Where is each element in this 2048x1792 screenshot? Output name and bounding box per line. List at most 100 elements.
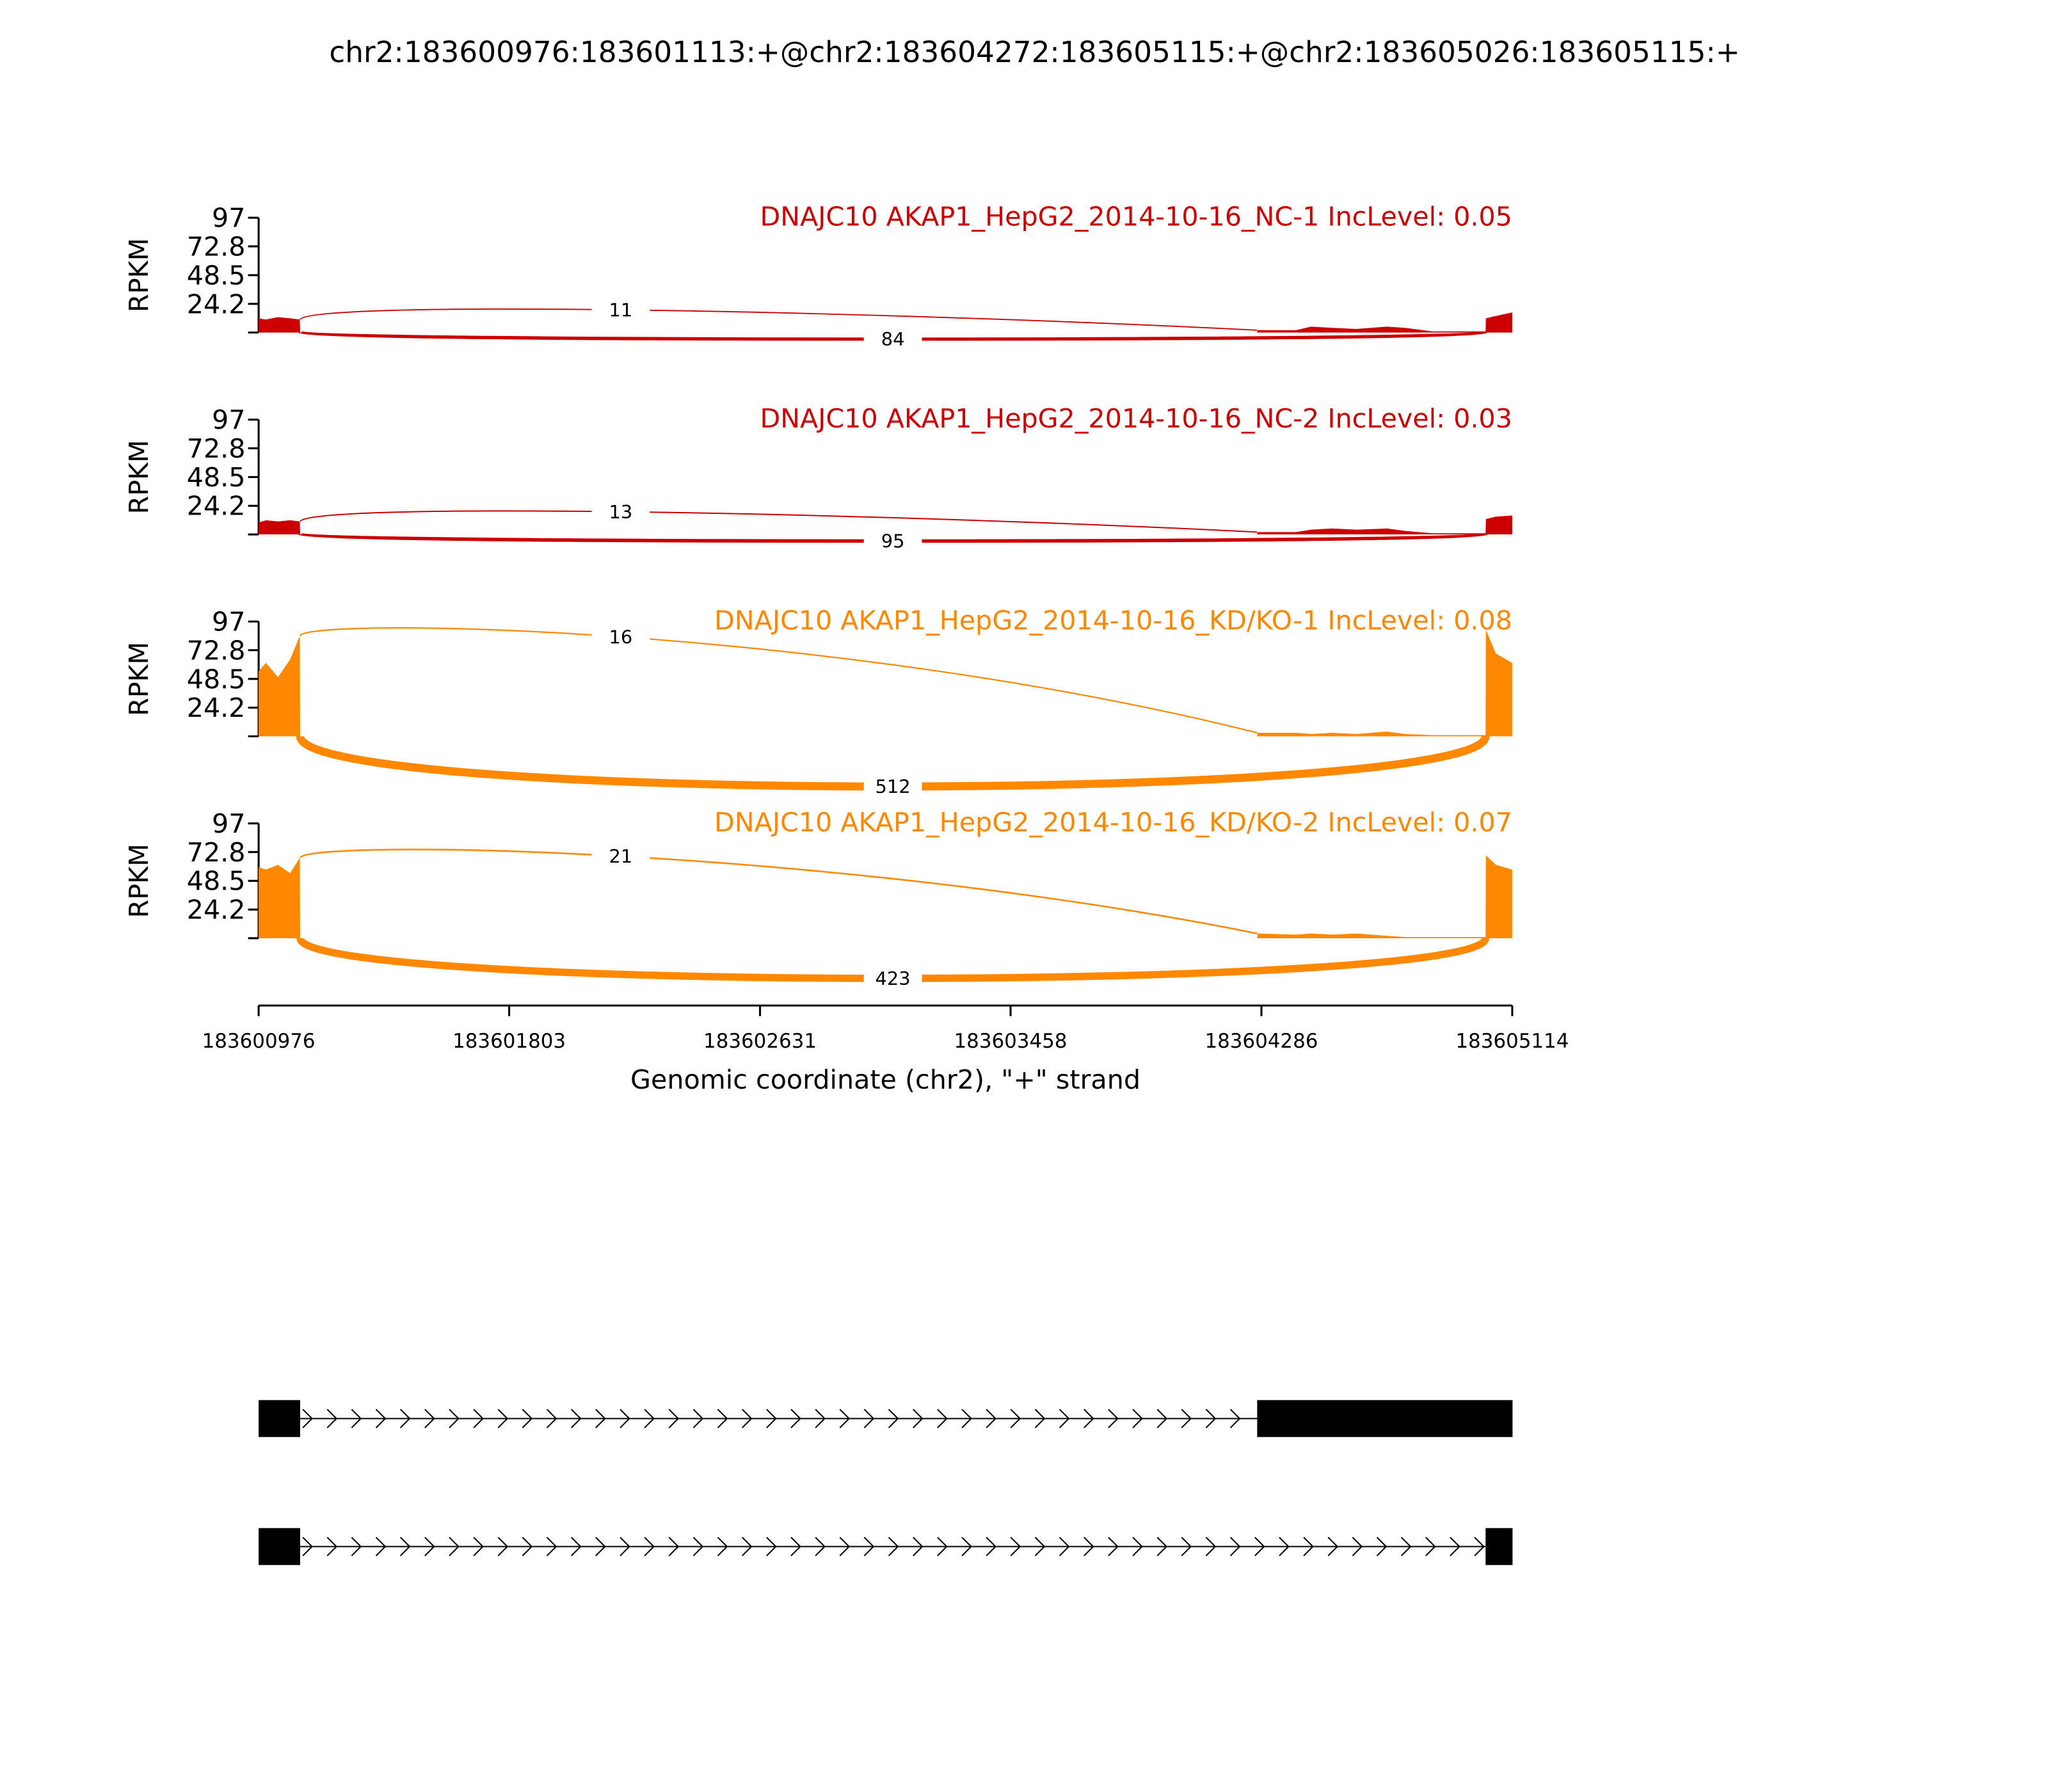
strand-chevron: [522, 1409, 533, 1428]
strand-chevron: [1083, 1409, 1094, 1428]
y-axis-label: RPKM: [124, 642, 154, 716]
strand-chevron: [741, 1537, 753, 1556]
junction-label-bg: [591, 500, 650, 524]
strand-chevron: [326, 1409, 338, 1428]
y-tick-label: 48.5: [187, 462, 246, 493]
junction-label: 13: [609, 501, 633, 523]
y-tick-label: 97: [212, 404, 245, 435]
strand-chevron: [473, 1409, 484, 1428]
strand-chevron: [399, 1537, 411, 1556]
strand-chevron: [570, 1537, 582, 1556]
strand-chevron: [766, 1409, 777, 1428]
y-tick-label: 48.5: [187, 260, 246, 291]
exon: [1485, 1528, 1513, 1565]
strand-chevron: [1181, 1537, 1192, 1556]
strand-chevron: [302, 1409, 313, 1428]
x-tick-label: 183605114: [1455, 1030, 1569, 1053]
panel-title: DNAJC10 AKAP1_HepG2_2014-10-16_KD/KO-2 I…: [714, 807, 1512, 838]
figure-title: chr2:183600976:183601113:+@chr2:18360427…: [329, 35, 1740, 69]
strand-chevron: [424, 1409, 435, 1428]
junction-label-bg: [863, 774, 922, 799]
junction-label-bg: [863, 327, 922, 351]
strand-chevron: [961, 1537, 972, 1556]
strand-chevron: [1254, 1537, 1265, 1556]
y-tick-label: 72.8: [187, 837, 246, 868]
junction-label-bg: [591, 844, 650, 868]
strand-chevron: [1059, 1537, 1070, 1556]
y-axis-label: RPKM: [124, 238, 154, 312]
strand-chevron: [1010, 1409, 1021, 1428]
strand-chevron: [1034, 1409, 1046, 1428]
strand-chevron: [692, 1409, 704, 1428]
panel-title: DNAJC10 AKAP1_HepG2_2014-10-16_NC-1 IncL…: [760, 202, 1512, 232]
strand-chevron: [986, 1409, 997, 1428]
junction-label-bg: [863, 529, 922, 553]
strand-chevron: [1450, 1537, 1460, 1556]
strand-chevron: [449, 1537, 460, 1556]
strand-chevron: [497, 1537, 509, 1556]
strand-chevron: [668, 1409, 680, 1428]
strand-chevron: [644, 1409, 655, 1428]
panel-title: DNAJC10 AKAP1_HepG2_2014-10-16_NC-2 IncL…: [760, 403, 1512, 434]
strand-chevron: [497, 1409, 509, 1428]
strand-chevron: [326, 1537, 338, 1556]
strand-chevron: [863, 1537, 875, 1556]
strand-chevron: [741, 1409, 753, 1428]
x-tick-label: 183603458: [954, 1030, 1068, 1053]
strand-chevron: [668, 1537, 680, 1556]
junction-label-bg: [591, 298, 650, 322]
exon: [259, 1528, 300, 1565]
x-tick-label: 183602631: [703, 1030, 817, 1053]
strand-chevron: [815, 1409, 826, 1428]
strand-chevron: [302, 1537, 313, 1556]
exon: [1257, 1400, 1513, 1437]
y-tick-label: 24.2: [187, 491, 246, 522]
y-tick-label: 97: [212, 203, 245, 234]
y-axis-label: RPKM: [124, 440, 154, 514]
junction-label: 95: [881, 531, 905, 552]
junction-label: 11: [609, 299, 633, 321]
strand-chevron: [815, 1537, 826, 1556]
strand-chevron: [546, 1537, 557, 1556]
strand-chevron: [1132, 1409, 1143, 1428]
strand-chevron: [1108, 1409, 1119, 1428]
strand-chevron: [449, 1409, 460, 1428]
strand-chevron: [790, 1537, 801, 1556]
strand-chevron: [1376, 1537, 1388, 1556]
strand-chevron: [620, 1537, 630, 1556]
strand-chevron: [986, 1537, 997, 1556]
strand-chevron: [595, 1409, 606, 1428]
y-tick-label: 48.5: [187, 866, 246, 897]
strand-chevron: [522, 1537, 533, 1556]
strand-chevron: [473, 1537, 484, 1556]
strand-chevron: [1425, 1537, 1436, 1556]
panel-title: DNAJC10 AKAP1_HepG2_2014-10-16_KD/KO-1 I…: [714, 605, 1512, 636]
strand-chevron: [1156, 1409, 1168, 1428]
y-axis-label: RPKM: [124, 844, 154, 918]
strand-chevron: [692, 1537, 704, 1556]
strand-chevron: [839, 1537, 851, 1556]
y-tick-label: 97: [212, 607, 245, 637]
junction-label: 16: [609, 626, 633, 648]
strand-chevron: [937, 1409, 948, 1428]
strand-chevron: [1303, 1537, 1314, 1556]
strand-chevron: [1059, 1409, 1070, 1428]
strand-chevron: [1352, 1537, 1363, 1556]
strand-chevron: [644, 1537, 655, 1556]
strand-chevron: [1205, 1537, 1217, 1556]
exon: [259, 1400, 300, 1437]
junction-label: 512: [876, 776, 911, 797]
y-tick-label: 48.5: [187, 664, 246, 694]
strand-chevron: [888, 1409, 899, 1428]
strand-chevron: [1229, 1409, 1241, 1428]
strand-chevron: [1034, 1537, 1046, 1556]
strand-chevron: [1083, 1537, 1094, 1556]
y-tick-label: 72.8: [187, 433, 246, 464]
junction-label-bg: [863, 966, 922, 991]
strand-chevron: [570, 1409, 582, 1428]
coverage-area: [259, 312, 1512, 333]
x-tick-label: 183601803: [452, 1030, 566, 1053]
strand-chevron: [912, 1537, 924, 1556]
